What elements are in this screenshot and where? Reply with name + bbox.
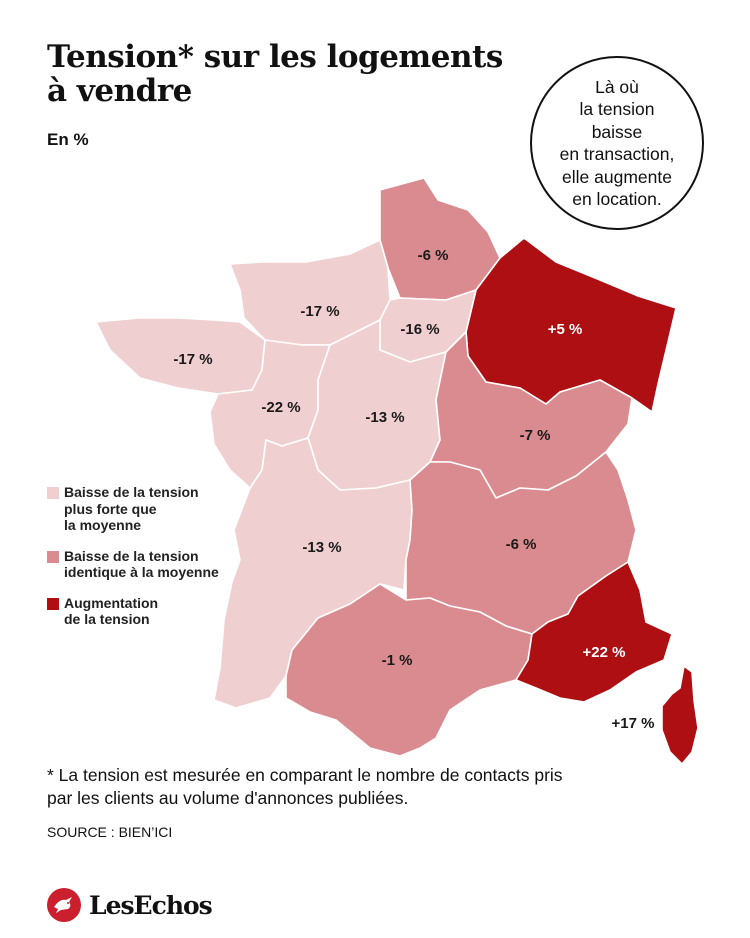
region-label-provence-alpes-cote-d-azur: +22 % <box>583 644 626 661</box>
callout-line: en transaction, <box>559 144 675 164</box>
legend-label-line: la moyenne <box>64 517 142 533</box>
legend-item-average: Baisse de la tension identique à la moye… <box>47 548 257 581</box>
region-label-pays-de-la-loire: -22 % <box>261 399 300 416</box>
legend-label-line: de la tension <box>64 611 150 627</box>
legend-item-increase: Augmentation de la tension <box>47 595 257 628</box>
callout-line: baisse <box>591 121 643 142</box>
region-label-hauts-de-france: -6 % <box>418 247 449 264</box>
legend-label-line: plus forte que <box>64 500 157 517</box>
region-label-occitanie: -1 % <box>382 652 413 669</box>
legend-label: Baisse de la tension identique à la moye… <box>64 548 219 581</box>
footnote: * La tension est mesurée en comparant le… <box>47 764 697 810</box>
source-label: SOURCE : BIEN’ICI <box>47 824 173 840</box>
legend-label-line: identique à la moyenne <box>64 564 219 580</box>
region-label-centre-val-de-loire: -13 % <box>365 409 404 426</box>
les-echos-logo: LesEchos <box>47 888 213 922</box>
callout-line: Là où <box>595 76 639 97</box>
region-label-bourgogne-franche-comte: -7 % <box>520 427 551 444</box>
legend-label: Baisse de la tension plus forte que la m… <box>64 484 199 534</box>
region-corse <box>661 665 699 765</box>
legend-label: Augmentation de la tension <box>64 595 158 628</box>
region-label-grand-est: +5 % <box>548 321 583 338</box>
legend-swatch <box>47 597 59 610</box>
callout-line: en location. <box>572 189 662 209</box>
logo-text: LesEchos <box>89 890 213 920</box>
region-label-nouvelle-aquitaine: -13 % <box>302 539 341 556</box>
legend-label-line: Augmentation <box>64 594 159 611</box>
legend-item-stronger: Baisse de la tension plus forte que la m… <box>47 484 257 534</box>
bird-logo-icon <box>47 888 81 922</box>
footnote-line: par les clients au volume d'annonces pub… <box>47 788 409 808</box>
chart-title: Tension* sur les logements à vendre <box>47 39 503 109</box>
region-label-normandie: -17 % <box>300 303 339 320</box>
footnote-line: * La tension est mesurée en comparant le… <box>47 765 563 785</box>
region-label-ile-de-france: -16 % <box>400 321 439 338</box>
region-label-corse: +17 % <box>612 715 655 732</box>
callout-line: la tension <box>579 99 655 119</box>
legend-swatch <box>47 550 59 563</box>
legend: Baisse de la tension plus forte que la m… <box>47 484 257 638</box>
region-label-auvergne-rhone-alpes: -6 % <box>506 536 537 553</box>
legend-label-line: Baisse de la tension <box>64 484 199 500</box>
legend-swatch <box>47 487 59 499</box>
region-provence-alpes-cote-d-azur <box>515 561 673 703</box>
callout-line: elle augmente <box>562 166 672 187</box>
callout-bubble: Là où la tension baisse en transaction, … <box>530 56 704 230</box>
region-label-bretagne: -17 % <box>173 351 212 368</box>
unit-label: En % <box>47 130 89 149</box>
legend-label-line: Baisse de la tension <box>64 547 199 564</box>
